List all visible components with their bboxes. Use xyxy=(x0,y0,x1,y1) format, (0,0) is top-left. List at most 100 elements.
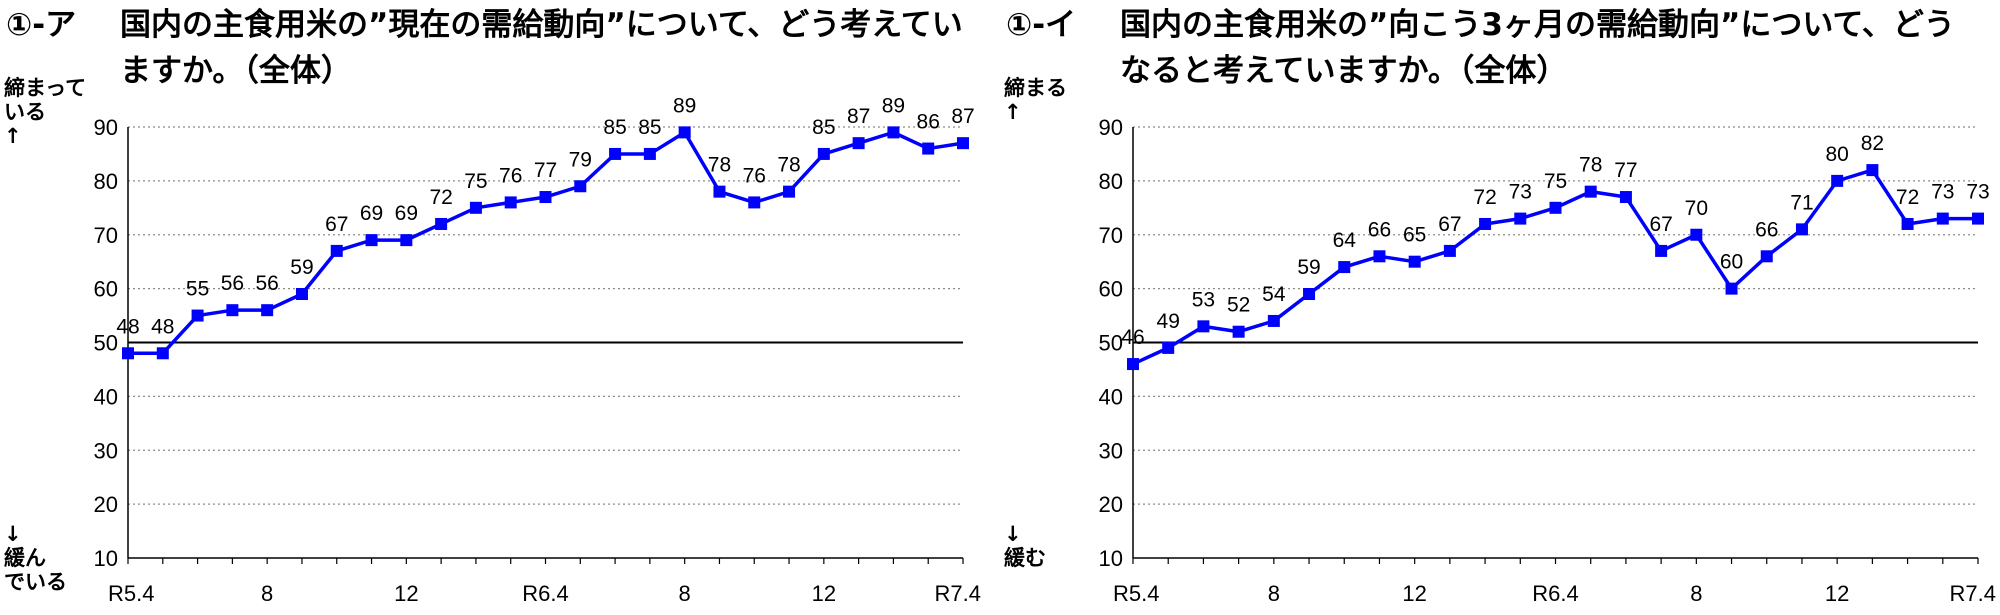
data-point xyxy=(817,147,830,160)
data-point xyxy=(1303,288,1316,301)
x-tick-label: R6.4 xyxy=(522,581,568,606)
data-label: 69 xyxy=(360,202,383,225)
data-point xyxy=(887,126,900,139)
data-label: 53 xyxy=(1192,288,1215,311)
y-tick-label: 10 xyxy=(1099,546,1123,571)
chart-title-text: 国内の主食用米の”向こう3ヶ月の需給動向”について、どうなると考えていますか。（… xyxy=(1120,7,1955,89)
data-point xyxy=(1479,217,1492,230)
y-tick-label: 90 xyxy=(1099,115,1123,140)
data-label: 87 xyxy=(951,105,974,128)
data-point xyxy=(1866,164,1879,177)
y-tick-label: 40 xyxy=(1099,384,1123,409)
data-point xyxy=(191,309,204,322)
data-point xyxy=(1795,223,1808,236)
data-label: 78 xyxy=(1579,154,1602,177)
data-label: 89 xyxy=(673,94,696,117)
data-label: 82 xyxy=(1861,132,1884,155)
x-tick-label: R5.4 xyxy=(108,581,154,606)
data-label: 48 xyxy=(116,315,139,338)
y-tick-label: 70 xyxy=(94,223,118,248)
data-point xyxy=(852,137,865,150)
y-axis-label-bottom: ↓ 緩む xyxy=(1004,522,1046,570)
x-tick-label: 12 xyxy=(1402,581,1426,606)
data-point xyxy=(435,217,448,230)
x-tick-label: 12 xyxy=(1825,581,1849,606)
data-point xyxy=(1901,217,1914,230)
data-label: 77 xyxy=(1614,159,1637,182)
data-label: 73 xyxy=(1509,181,1532,204)
data-label: 46 xyxy=(1121,326,1144,349)
data-point xyxy=(574,180,587,193)
data-point xyxy=(1936,212,1949,225)
y-tick-label: 20 xyxy=(1099,492,1123,517)
x-tick-label: R5.4 xyxy=(1113,581,1159,606)
y-tick-label: 20 xyxy=(94,492,118,517)
data-label: 65 xyxy=(1403,224,1426,247)
data-label: 75 xyxy=(464,170,487,193)
data-point xyxy=(469,201,482,214)
data-label: 85 xyxy=(638,116,661,139)
data-label: 78 xyxy=(777,154,800,177)
data-point xyxy=(1162,341,1175,354)
chart-panel-current: 10 20 30 40 50 60 70 80 90 R5.4 8 12 R6.4 8 12 R7.4 48 48… xyxy=(4,7,981,606)
data-point xyxy=(1584,185,1597,198)
data-point xyxy=(1408,255,1421,268)
data-point xyxy=(678,126,691,139)
data-label: 55 xyxy=(186,278,209,301)
data-point xyxy=(1655,244,1668,257)
data-label: 72 xyxy=(1896,186,1919,209)
data-point xyxy=(713,185,726,198)
data-label: 67 xyxy=(1438,213,1461,236)
data-label: 66 xyxy=(1755,218,1778,241)
data-point xyxy=(643,147,656,160)
data-label: 80 xyxy=(1825,143,1848,166)
y-tick-label: 10 xyxy=(94,546,118,571)
data-label: 59 xyxy=(1297,256,1320,279)
x-tick-label: 12 xyxy=(812,581,836,606)
data-point xyxy=(330,244,343,257)
data-point xyxy=(1549,201,1562,214)
data-label: 76 xyxy=(499,164,522,187)
data-label: 64 xyxy=(1333,229,1357,252)
data-point xyxy=(783,185,796,198)
y-tick-label: 80 xyxy=(1099,169,1123,194)
x-tick-label: R6.4 xyxy=(1532,581,1578,606)
data-label: 85 xyxy=(603,116,626,139)
data-point xyxy=(504,196,517,209)
chart-panel-forecast: 10 20 30 40 50 60 70 80 90 R5.4 8 12 R6.4 8 12 R7.4 46 49… xyxy=(1000,0,2000,615)
y-axis-label-bottom: ↓ 緩ん でいる xyxy=(4,522,67,594)
data-label: 72 xyxy=(1473,186,1496,209)
data-point xyxy=(1127,358,1139,371)
y-tick-label: 50 xyxy=(94,331,118,356)
y-axis-label-top: 締まる ↑ xyxy=(1004,76,1067,124)
x-tick-label: 8 xyxy=(1268,581,1280,606)
data-label: 75 xyxy=(1544,170,1567,193)
chart-title-text: 国内の主食用米の”現在の需給動向”について、どう考えていますか。（全体） xyxy=(120,7,963,89)
data-label: 76 xyxy=(743,164,766,187)
data-label: 86 xyxy=(917,111,940,134)
y-tick-label: 70 xyxy=(1099,223,1123,248)
data-label: 59 xyxy=(290,256,313,279)
data-label: 56 xyxy=(221,272,244,295)
x-tick-label: 8 xyxy=(1690,581,1702,606)
data-point xyxy=(122,347,134,360)
data-label: 49 xyxy=(1157,310,1180,333)
data-label: 69 xyxy=(395,202,418,225)
data-label: 67 xyxy=(1649,213,1672,236)
x-tick-label: 8 xyxy=(679,581,691,606)
data-point xyxy=(748,196,761,209)
data-point xyxy=(539,191,552,204)
line-chart-current: 10 20 30 40 50 60 70 80 90 R5.4 8 12 R6.4 8 12 R7.4 48 48… xyxy=(94,94,981,606)
line-chart-forecast: 10 20 30 40 50 60 70 80 90 R5.4 8 12 R6.4 8 12 R7.4 46 49… xyxy=(1099,115,1996,606)
data-label: 73 xyxy=(1931,181,1954,204)
data-label: 60 xyxy=(1720,251,1743,274)
data-label: 70 xyxy=(1685,197,1708,220)
data-point xyxy=(1514,212,1527,225)
y-tick-label: 30 xyxy=(94,438,118,463)
data-label: 52 xyxy=(1227,294,1250,317)
data-point xyxy=(365,234,378,247)
y-tick-label: 30 xyxy=(1099,438,1123,463)
data-label: 77 xyxy=(534,159,557,182)
y-axis-label-top: 締まって いる ↑ xyxy=(4,76,87,148)
data-point xyxy=(1831,174,1844,187)
